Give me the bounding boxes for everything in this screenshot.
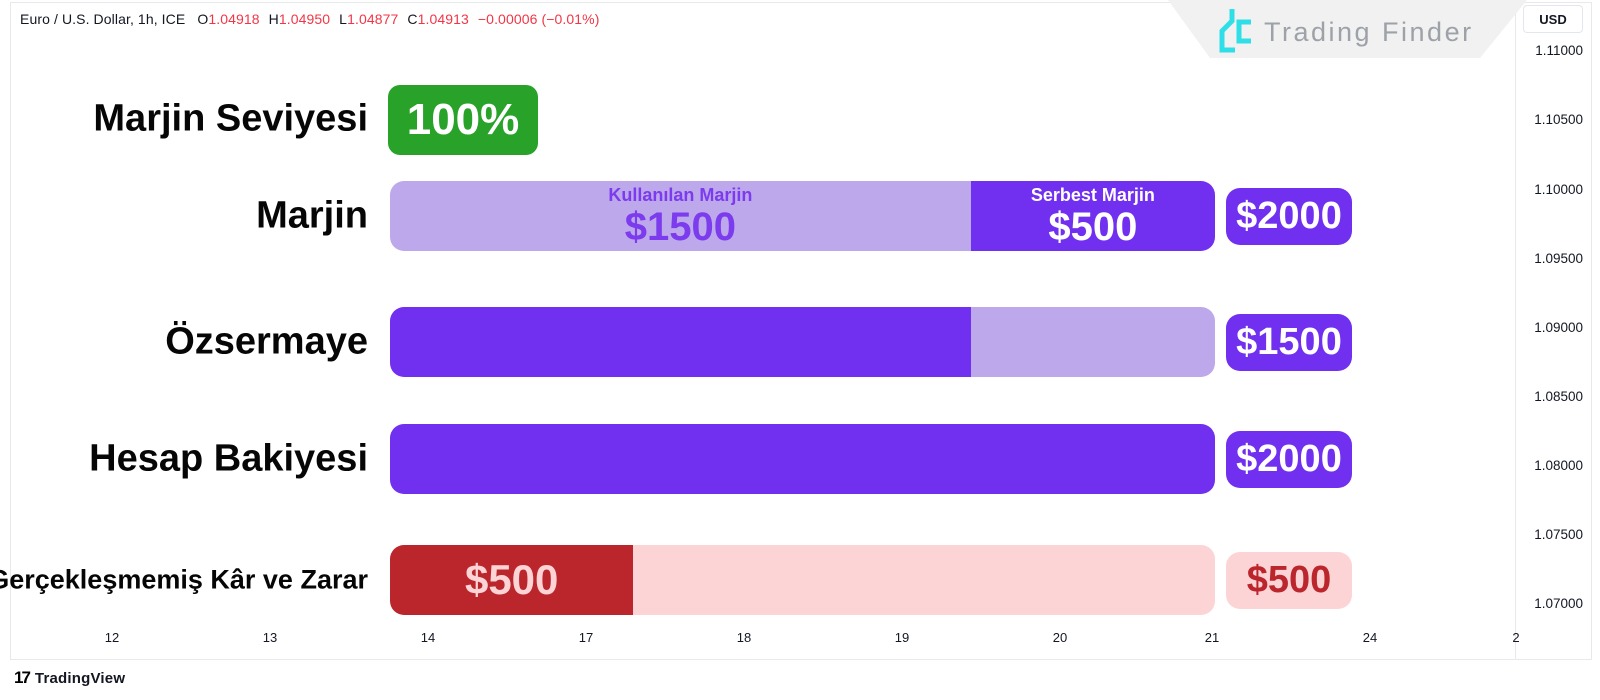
used-margin-amount: $1500 — [624, 205, 737, 249]
margin-level-badge: 100% — [388, 85, 538, 155]
price-tick: 1.11000 — [1535, 43, 1583, 58]
time-tick: 20 — [1052, 630, 1068, 645]
open-label: O — [197, 11, 209, 27]
margin-level-label: Marjin Seviyesi — [93, 97, 368, 140]
equity-remainder-segment — [970, 307, 1215, 377]
close-value: 1.04913 — [417, 11, 469, 27]
time-tick: 18 — [736, 630, 752, 645]
price-tick: 1.09500 — [1534, 251, 1583, 266]
balance-bar — [390, 424, 1215, 494]
tradingview-wordmark: TradingView — [34, 669, 126, 687]
tradingview-attribution[interactable]: 17 TradingView — [14, 668, 125, 688]
unrealized-pnl-bar: $500 — [390, 545, 1215, 615]
time-tick: 13 — [262, 630, 278, 645]
pnl-total-badge: $500 — [1226, 552, 1352, 609]
price-tick: 1.08500 — [1534, 389, 1583, 404]
balance-filled-segment — [390, 424, 1215, 494]
time-tick: 2 — [1512, 630, 1520, 645]
symbol-title[interactable]: Euro / U.S. Dollar, 1h, ICE — [20, 11, 186, 27]
free-margin-amount: $500 — [1048, 205, 1138, 249]
balance-label: Hesap Bakiyesi — [89, 437, 368, 480]
equity-total-badge: $1500 — [1226, 314, 1352, 371]
time-tick: 14 — [420, 630, 436, 645]
margin-label: Marjin — [256, 194, 368, 237]
trading-finder-brand-text: Trading Finder — [1264, 17, 1474, 47]
currency-button[interactable]: USD — [1523, 5, 1583, 33]
ohlc-open: O1.04918 — [197, 11, 259, 27]
free-margin-segment: Serbest Marjin $500 — [970, 181, 1215, 251]
symbol-legend: Euro / U.S. Dollar, 1h, ICE O1.04918 H1.… — [20, 11, 599, 27]
time-tick: 17 — [578, 630, 594, 645]
price-tick: 1.08000 — [1534, 458, 1583, 473]
equity-label: Özsermaye — [165, 320, 368, 363]
time-tick: 12 — [104, 630, 120, 645]
balance-total-badge: $2000 — [1226, 431, 1352, 488]
price-tick: 1.10000 — [1534, 182, 1583, 197]
close-label: C — [407, 11, 418, 27]
margin-total-badge: $2000 — [1226, 188, 1352, 245]
equity-filled-segment — [390, 307, 971, 377]
price-tick: 1.09000 — [1534, 320, 1583, 335]
open-value: 1.04918 — [208, 11, 260, 27]
price-tick: 1.10500 — [1534, 112, 1583, 127]
free-margin-caption: Serbest Marjin — [1030, 185, 1155, 205]
tradingview-logo-icon: 17 — [14, 668, 31, 687]
time-tick: 19 — [894, 630, 910, 645]
equity-bar — [390, 307, 1215, 377]
high-value: 1.04950 — [278, 11, 331, 27]
time-tick: 21 — [1204, 630, 1220, 645]
price-tick: 1.07500 — [1534, 527, 1583, 542]
high-label: H — [268, 11, 279, 27]
time-tick: 24 — [1362, 630, 1378, 645]
pnl-remainder-segment — [633, 545, 1215, 615]
trading-finder-logo-icon — [1219, 9, 1251, 53]
low-label: L — [339, 11, 348, 27]
pnl-loss-amount: $500 — [464, 556, 559, 603]
pnl-loss-segment: $500 — [390, 545, 634, 615]
price-axis-separator — [1515, 2, 1516, 660]
used-margin-caption: Kullanılan Marjin — [608, 185, 753, 205]
unrealized-pnl-label: Gerçekleşmemiş Kâr ve Zarar — [0, 564, 368, 595]
used-margin-segment: Kullanılan Marjin $1500 — [390, 181, 971, 251]
price-tick: 1.07000 — [1534, 596, 1583, 611]
ohlc-low: L1.04877 — [339, 11, 398, 27]
ohlc-high: H1.04950 — [269, 11, 331, 27]
watermark-ribbon — [1168, 0, 1527, 58]
ohlc-close: C1.04913 — [407, 11, 469, 27]
low-value: 1.04877 — [347, 11, 399, 27]
margin-bar: Kullanılan Marjin $1500 Serbest Marjin $… — [390, 181, 1215, 251]
change-value: −0.00006 (−0.01%) — [477, 11, 600, 27]
